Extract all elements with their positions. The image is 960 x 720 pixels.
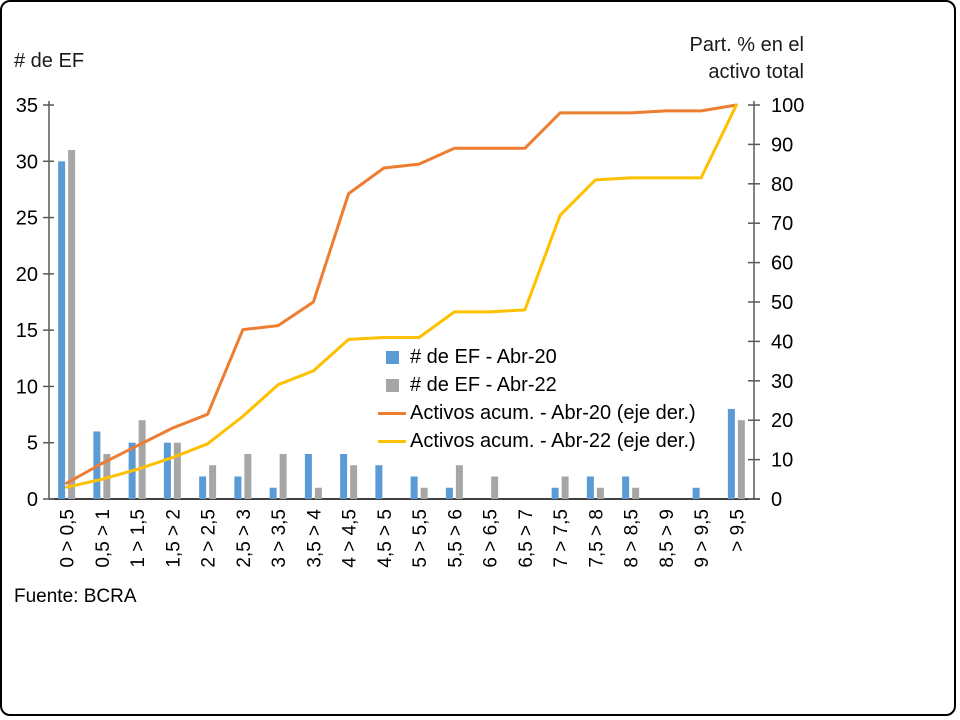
svg-text:10: 10 xyxy=(16,376,38,398)
bar xyxy=(445,487,453,499)
bar xyxy=(727,408,735,499)
x-axis-labels: 0 > 0,5 0,5 > 1 1 > 1,5 1,5 > 2 2 > 2,5 2,5 >… xyxy=(58,509,749,568)
bar xyxy=(420,487,428,499)
svg-text:1 > 1,5: 1 > 1,5 xyxy=(128,509,149,568)
svg-text:0,5 > 1: 0,5 > 1 xyxy=(93,509,114,568)
svg-text:15: 15 xyxy=(16,320,38,342)
legend-label: # de EF - Abr-20 xyxy=(410,345,557,368)
bar xyxy=(692,487,700,499)
svg-text:8,5 > 9: 8,5 > 9 xyxy=(657,509,678,568)
right-axis-title-line1: Part. % en el xyxy=(689,34,804,56)
bar xyxy=(199,476,207,499)
bar xyxy=(58,161,66,500)
bar xyxy=(491,476,499,499)
svg-text:1,5 > 2: 1,5 > 2 xyxy=(163,509,184,568)
svg-text:4,5 > 5: 4,5 > 5 xyxy=(375,509,396,568)
svg-text:> 9,5: > 9,5 xyxy=(727,509,748,552)
svg-text:3 > 3,5: 3 > 3,5 xyxy=(269,509,290,568)
bar xyxy=(173,442,181,499)
right-axis-ticks: 0 10 20 30 40 50 60 70 80 90 100 xyxy=(748,95,804,511)
legend-label: # de EF - Abr-22 xyxy=(410,373,557,396)
orange-line-legend-icon xyxy=(378,411,406,415)
svg-text:35: 35 xyxy=(16,95,38,117)
svg-text:9 > 9,5: 9 > 9,5 xyxy=(692,509,713,568)
bar xyxy=(68,150,76,499)
bar xyxy=(279,453,287,499)
svg-text:20: 20 xyxy=(16,264,38,286)
svg-text:30: 30 xyxy=(771,371,793,393)
bar xyxy=(586,476,594,499)
svg-text:40: 40 xyxy=(771,331,793,353)
svg-text:60: 60 xyxy=(771,253,793,275)
svg-text:5 > 5,5: 5 > 5,5 xyxy=(410,509,431,568)
bar xyxy=(632,487,640,499)
svg-text:30: 30 xyxy=(16,151,38,173)
bar xyxy=(138,420,146,499)
svg-text:10: 10 xyxy=(771,450,793,472)
bar xyxy=(737,420,745,499)
svg-text:7,5 > 8: 7,5 > 8 xyxy=(586,509,607,568)
svg-text:4 > 4,5: 4 > 4,5 xyxy=(340,509,361,568)
yellow-line-legend-icon xyxy=(378,439,406,443)
gray-bar-legend-icon xyxy=(385,378,399,392)
svg-text:3,5 > 4: 3,5 > 4 xyxy=(304,509,325,568)
legend-item-line-abr20: Activos acum. - Abr-20 (eje der.) xyxy=(378,399,696,427)
legend-label: Activos acum. - Abr-20 (eje der.) xyxy=(410,401,696,424)
svg-text:0 > 0,5: 0 > 0,5 xyxy=(58,509,79,568)
svg-text:50: 50 xyxy=(771,292,793,314)
bar xyxy=(410,476,418,499)
svg-text:90: 90 xyxy=(771,134,793,156)
bars-abr-22 xyxy=(68,150,745,499)
svg-text:20: 20 xyxy=(771,410,793,432)
bar xyxy=(269,487,277,499)
right-axis-title: Part. % en el activo total xyxy=(689,32,804,86)
bar xyxy=(551,487,559,499)
cumulative-line-abr-20 xyxy=(65,103,738,485)
source-note: Fuente: BCRA xyxy=(14,586,137,607)
svg-text:5: 5 xyxy=(27,433,38,455)
svg-text:25: 25 xyxy=(16,208,38,230)
svg-text:6 > 6,5: 6 > 6,5 xyxy=(481,509,502,568)
svg-text:2 > 2,5: 2 > 2,5 xyxy=(199,509,220,568)
svg-text:7 > 7,5: 7 > 7,5 xyxy=(551,509,572,568)
svg-text:5,5 > 6: 5,5 > 6 xyxy=(445,509,466,568)
svg-text:6,5 > 7: 6,5 > 7 xyxy=(516,509,537,568)
bar xyxy=(455,465,463,499)
blue-bar-legend-icon xyxy=(385,350,399,364)
bar xyxy=(234,476,242,499)
right-axis-title-line2: activo total xyxy=(708,61,804,83)
chart-legend: # de EF - Abr-20 # de EF - Abr-22 Activo… xyxy=(378,343,696,455)
left-axis-ticks: 0 5 10 15 20 25 30 35 xyxy=(16,95,54,511)
bar xyxy=(375,465,383,499)
bar xyxy=(596,487,604,499)
bar xyxy=(622,476,630,499)
legend-item-line-abr22: Activos acum. - Abr-22 (eje der.) xyxy=(378,427,696,455)
svg-text:0: 0 xyxy=(27,489,38,511)
legend-item-bars-abr22: # de EF - Abr-22 xyxy=(378,371,696,399)
legend-item-bars-abr20: # de EF - Abr-20 xyxy=(378,343,696,371)
bar xyxy=(244,453,252,499)
svg-text:0: 0 xyxy=(771,489,782,511)
bar xyxy=(314,487,322,499)
bar xyxy=(350,465,358,499)
bar xyxy=(209,465,217,499)
bar xyxy=(340,453,348,499)
svg-text:70: 70 xyxy=(771,213,793,235)
bar xyxy=(304,453,312,499)
left-axis-title: # de EF xyxy=(14,50,85,72)
svg-text:2,5 > 3: 2,5 > 3 xyxy=(234,509,255,568)
svg-text:8 > 8,5: 8 > 8,5 xyxy=(622,509,643,568)
bar xyxy=(163,442,171,499)
svg-text:100: 100 xyxy=(771,95,804,117)
bar xyxy=(561,476,569,499)
cumulative-line-abr-22 xyxy=(65,103,738,489)
svg-text:80: 80 xyxy=(771,174,793,196)
legend-label: Activos acum. - Abr-22 (eje der.) xyxy=(410,429,696,452)
